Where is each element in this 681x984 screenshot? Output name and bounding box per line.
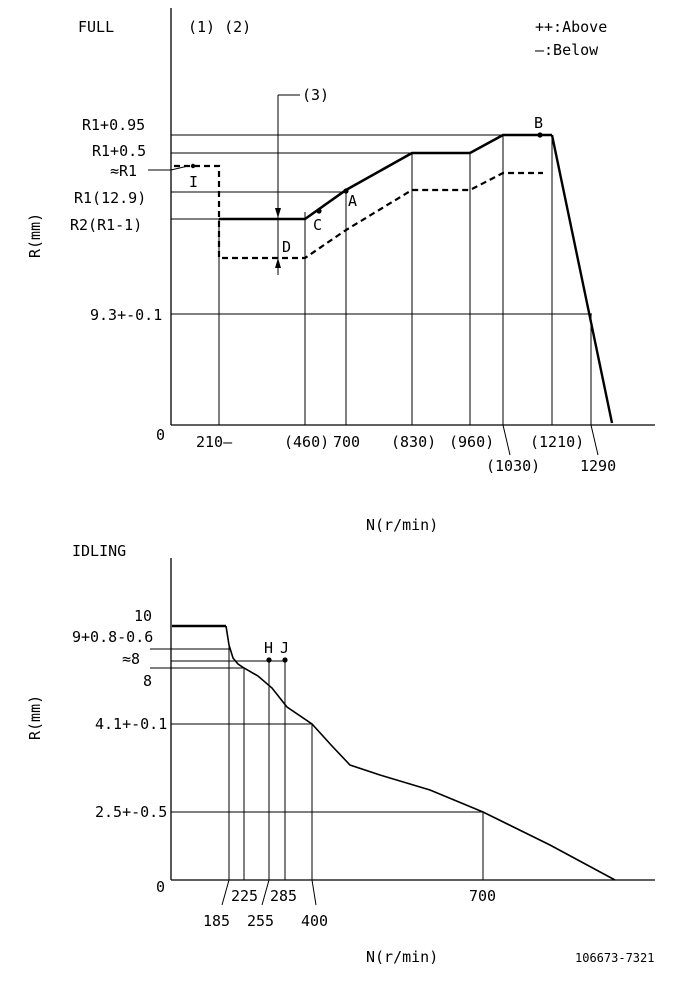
idling-x-label: 700 xyxy=(469,887,496,905)
full-y-label: R1+0.95 xyxy=(82,116,145,134)
idling-x-label: 255 xyxy=(247,912,274,930)
point-h-label: H xyxy=(264,639,273,657)
callout-3-arrow-down-icon xyxy=(275,208,281,218)
idling-tick-255 xyxy=(261,879,270,906)
full-x-label: 1290 xyxy=(580,457,616,475)
idling-chart: IDLING 0 R(mm) 10 9+0.8-0.6 ≈8 8 4.1+-0.… xyxy=(26,542,655,966)
idling-ylabel: R(mm) xyxy=(26,695,44,740)
point-i-marker xyxy=(190,163,196,169)
full-x-label: (960) xyxy=(449,433,494,451)
full-y-label: 9.3+-0.1 xyxy=(90,306,162,324)
idling-y-label: ≈8 xyxy=(122,650,140,668)
idling-x-label: 185 xyxy=(203,912,230,930)
full-markers: (1) (2) xyxy=(188,18,251,36)
idling-x-label: 400 xyxy=(301,912,328,930)
full-x-label: (830) xyxy=(391,433,436,451)
idling-x-label: 225 xyxy=(231,887,258,905)
full-droop-line xyxy=(550,134,614,424)
point-j-label: J xyxy=(280,639,289,657)
full-x-label: (460) xyxy=(284,433,329,451)
idling-origin: 0 xyxy=(156,878,165,896)
full-curve-above xyxy=(219,133,552,221)
point-h-marker xyxy=(266,657,272,663)
idling-y-label: 9+0.8-0.6 xyxy=(72,628,153,646)
callout-3-label: (3) xyxy=(302,86,329,104)
full-y-label: R1(12.9) xyxy=(74,189,146,207)
point-d-label: D xyxy=(282,238,291,256)
legend-below: —:Below xyxy=(535,41,599,59)
full-chart: FULL (1) (2) ++:Above —:Below 0 R(mm) R1… xyxy=(26,8,655,534)
idling-curve xyxy=(225,625,616,881)
idling-xlabel: N(r/min) xyxy=(366,948,438,966)
idling-y-label: 10 xyxy=(134,607,152,625)
full-y-label: ≈R1 xyxy=(110,162,137,180)
idling-y-label: 4.1+-0.1 xyxy=(95,715,167,733)
point-j-marker xyxy=(282,657,288,663)
legend-above: ++:Above xyxy=(535,18,607,36)
idling-y-label: 8 xyxy=(143,672,152,690)
callout-3-arrow-up-icon xyxy=(275,258,281,268)
point-b-marker xyxy=(537,132,543,138)
full-ylabel: R(mm) xyxy=(26,213,44,258)
point-i-label: I xyxy=(189,173,198,191)
tick-1030 xyxy=(502,424,511,456)
idling-tick-400 xyxy=(311,879,317,906)
full-curve-below xyxy=(174,164,543,260)
full-y-label: R2(R1-1) xyxy=(70,216,142,234)
tick-1290 xyxy=(590,424,599,456)
full-y-label: R1+0.5 xyxy=(92,142,146,160)
full-x-label: (1030) xyxy=(486,457,540,475)
point-a-label: A xyxy=(348,192,357,210)
idling-title: IDLING xyxy=(72,542,126,560)
full-x-label: 700 xyxy=(333,433,360,451)
idling-y-label: 2.5+-0.5 xyxy=(95,803,167,821)
document-number: 106673-7321 xyxy=(575,951,654,965)
idling-x-label: 285 xyxy=(270,887,297,905)
full-xlabel: N(r/min) xyxy=(366,516,438,534)
point-b-label: B xyxy=(534,114,543,132)
full-title: FULL xyxy=(78,18,114,36)
idling-tick-185 xyxy=(221,879,230,906)
full-x-label: 210— xyxy=(196,433,233,451)
point-c-label: C xyxy=(313,216,322,234)
point-a-marker xyxy=(343,188,349,194)
full-x-label: (1210) xyxy=(530,433,584,451)
full-origin: 0 xyxy=(156,426,165,444)
point-c-marker xyxy=(316,208,322,214)
